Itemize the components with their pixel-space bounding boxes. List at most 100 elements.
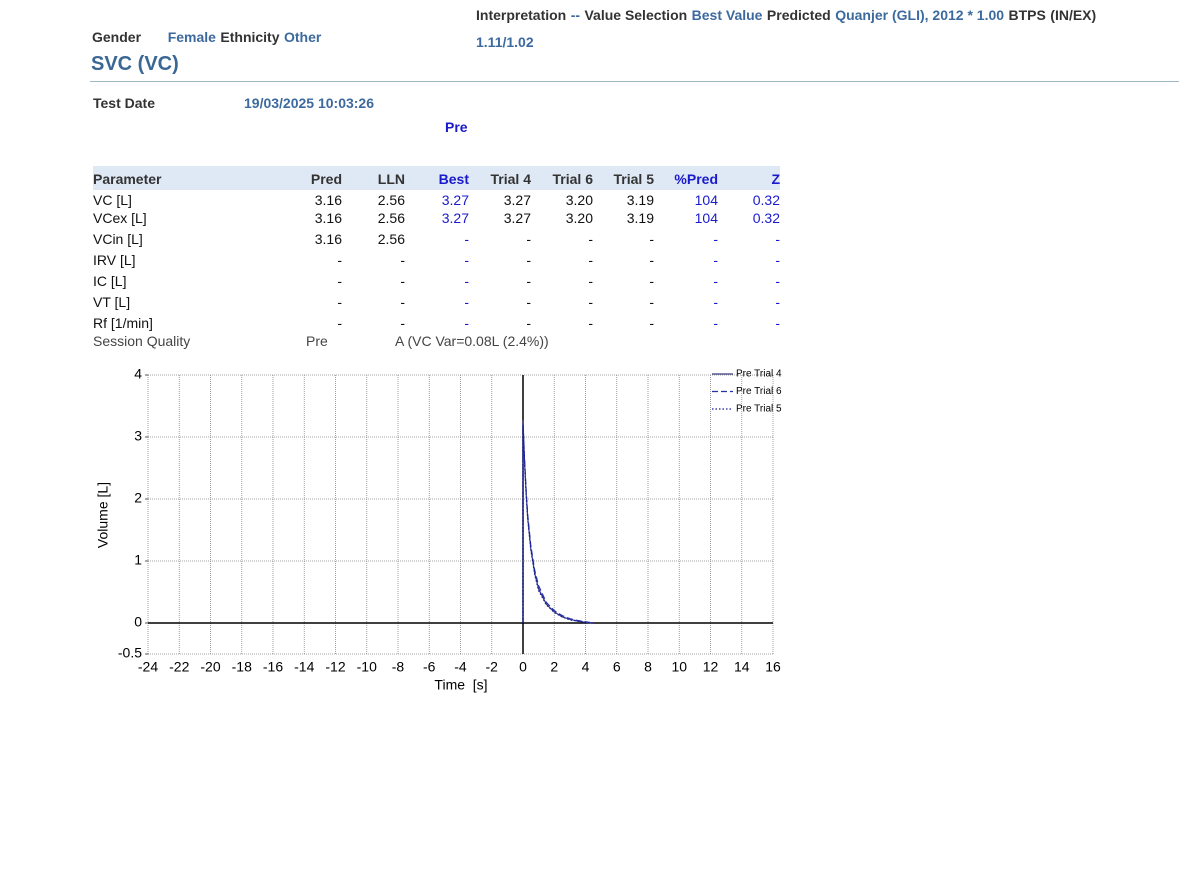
legend-label: Pre Trial 4 (736, 369, 782, 380)
column-header: Trial 5 (613, 171, 654, 187)
table-cell: - (649, 273, 654, 289)
value: Female (167, 29, 216, 45)
table-cell: - (713, 294, 718, 310)
table-cell: 3.27 (441, 210, 469, 226)
table-cell: - (649, 294, 654, 310)
table-cell: - (526, 315, 531, 331)
table-cell: 3.27 (503, 210, 531, 226)
table-cell: 3.27 (503, 192, 531, 208)
table-cell: - (713, 231, 718, 247)
table-cell: - (649, 252, 654, 268)
y-tick-label: -0.5 (118, 645, 142, 661)
table-cell: - (775, 294, 780, 310)
x-tick-label: 14 (734, 659, 750, 675)
table-cell: Rf [1/min] (93, 315, 153, 331)
value: 19/03/2025 10:03:26 (244, 95, 374, 111)
data-line (522, 424, 594, 624)
column-header: Pred (310, 171, 342, 187)
table-cell: - (526, 231, 531, 247)
column-header: %Pred (674, 171, 718, 187)
x-tick-label: -18 (232, 659, 252, 675)
table-cell: 2.56 (377, 231, 405, 247)
label: Session Quality (93, 333, 191, 349)
x-tick-label: 2 (550, 659, 558, 675)
table-cell: - (526, 294, 531, 310)
table-cell: - (649, 231, 654, 247)
table-cell: VCex [L] (93, 210, 147, 226)
table-cell: 0.32 (752, 210, 780, 226)
x-tick-label: -8 (392, 659, 405, 675)
table-cell: 3.16 (314, 192, 342, 208)
table-cell: - (588, 252, 593, 268)
value: -- (570, 7, 581, 23)
y-axis-label: Volume [L] (95, 482, 111, 548)
x-tick-label: -22 (169, 659, 189, 675)
table-cell: - (713, 252, 718, 268)
table-cell: - (400, 315, 405, 331)
label: Gender (92, 29, 142, 45)
section-title: SVC (VC) (91, 53, 179, 75)
column-header: LLN (377, 171, 405, 187)
y-tick-label: 2 (134, 490, 142, 506)
column-header: Best (438, 171, 469, 187)
value: Quanjer (GLI), 2012 * 1.00 (835, 7, 1005, 23)
column-header: Trial 4 (490, 171, 531, 187)
table-cell: - (713, 315, 718, 331)
table-cell: 3.16 (314, 231, 342, 247)
label: Value Selection (584, 7, 688, 23)
value: 1.11/1.02 (476, 34, 534, 50)
table-cell: - (337, 294, 342, 310)
x-tick-label: 0 (519, 659, 527, 675)
table-cell: 3.19 (626, 192, 654, 208)
table-cell: 104 (694, 192, 718, 208)
table-header-bg (93, 166, 780, 190)
y-tick-label: 3 (134, 428, 142, 444)
table-cell: 3.19 (626, 210, 654, 226)
table-cell: 104 (694, 210, 718, 226)
table-cell: - (526, 273, 531, 289)
y-tick-label: 1 (134, 552, 142, 568)
table-cell: - (588, 315, 593, 331)
label: (IN/EX) (1050, 7, 1097, 23)
table-cell: - (775, 231, 780, 247)
value: Best Value (691, 7, 763, 23)
x-tick-label: 10 (671, 659, 687, 675)
x-tick-label: -16 (263, 659, 283, 675)
table-cell: - (400, 273, 405, 289)
column-header: Parameter (93, 171, 162, 187)
x-tick-label: -2 (486, 659, 499, 675)
value: A (VC Var=0.08L (2.4%)) (395, 333, 549, 349)
table-cell: - (588, 231, 593, 247)
x-tick-label: -14 (294, 659, 314, 675)
column-header: Z (771, 171, 780, 187)
table-cell: - (526, 252, 531, 268)
table-cell: - (400, 252, 405, 268)
x-tick-label: -20 (200, 659, 220, 675)
table-cell: - (464, 315, 469, 331)
table-cell: - (337, 252, 342, 268)
table-cell: VCin [L] (93, 231, 143, 247)
x-tick-label: -24 (138, 659, 158, 675)
table-cell: - (337, 315, 342, 331)
x-tick-label: 4 (582, 659, 590, 675)
table-cell: 3.16 (314, 210, 342, 226)
label: Interpretation (476, 7, 567, 23)
x-tick-label: -10 (357, 659, 377, 675)
x-tick-label: -12 (325, 659, 345, 675)
label: Ethnicity (220, 29, 280, 45)
phase: Pre (445, 119, 468, 135)
legend-label: Pre Trial 6 (736, 386, 782, 397)
table-cell: - (775, 315, 780, 331)
table-cell: 0.32 (752, 192, 780, 208)
x-tick-label: 6 (613, 659, 621, 675)
table-cell: IC [L] (93, 273, 127, 289)
legend-label: Pre Trial 5 (736, 404, 782, 415)
label: Predicted (766, 7, 831, 23)
x-tick-label: 8 (644, 659, 652, 675)
value: Pre (306, 333, 328, 349)
table-cell: - (464, 273, 469, 289)
x-tick-label: -6 (423, 659, 436, 675)
table-cell: - (713, 273, 718, 289)
table-cell: 3.20 (565, 192, 593, 208)
